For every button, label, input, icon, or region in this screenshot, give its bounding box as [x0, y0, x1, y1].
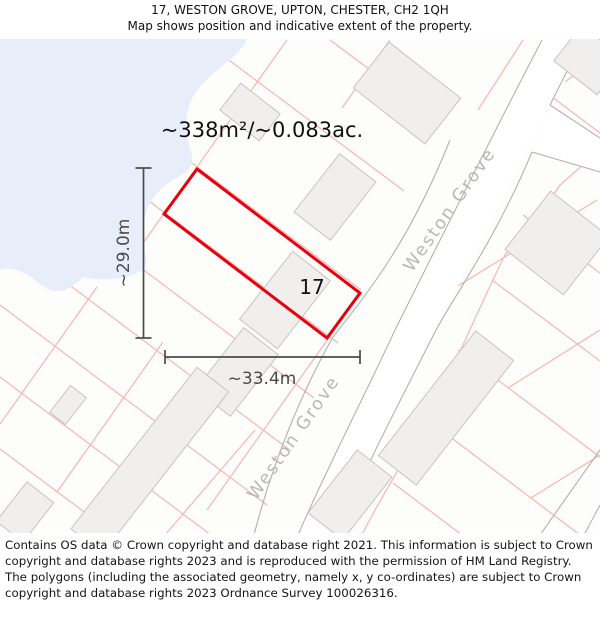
height-dimension-line: [135, 167, 152, 339]
water: [0, 39, 247, 292]
plot-number-label: 17: [299, 275, 325, 299]
road-branch: [532, 105, 600, 172]
dimension-lines: [135, 167, 361, 364]
area-label: ~338m²/~0.083ac.: [160, 118, 364, 142]
height-dimension-label: ~29.0m: [114, 218, 134, 288]
width-dimension-label: ~33.4m: [227, 369, 297, 389]
property-boundary: [161, 166, 363, 341]
road-weston-grove: [298, 40, 583, 533]
copyright-notice: Contains OS data © Crown copyright and d…: [5, 538, 593, 600]
width-dimension-line: [164, 350, 361, 364]
page-subtitle: Map shows position and indicative extent…: [127, 19, 473, 33]
page-title: 17, WESTON GROVE, UPTON, CHESTER, CH2 1Q…: [151, 3, 449, 17]
buildings: [0, 39, 600, 533]
